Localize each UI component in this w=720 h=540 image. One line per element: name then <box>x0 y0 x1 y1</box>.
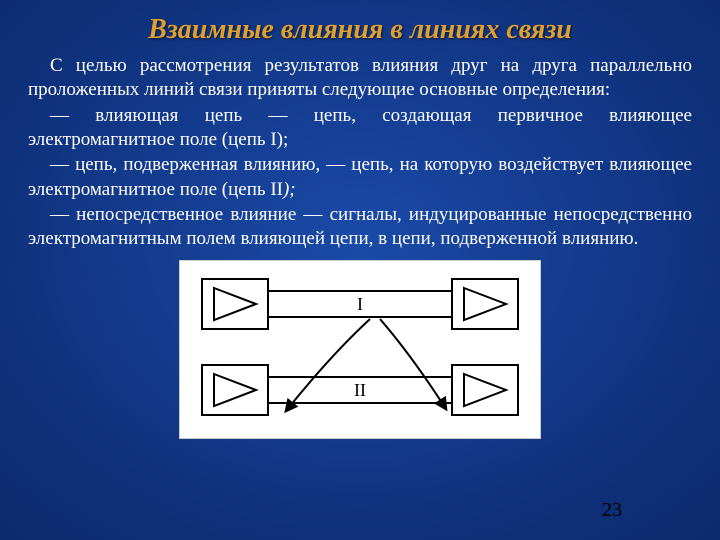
page-number: 23 <box>602 499 622 522</box>
circuit-diagram: III <box>179 260 541 439</box>
svg-text:I: I <box>357 294 363 314</box>
slide-title: Взаимные влияния в линиях связи <box>0 0 720 52</box>
paragraph-4: — непосредственное влияние — сигналы, ин… <box>28 203 692 252</box>
paragraph-3-main: — цепь, подверженная влиянию, — цепь, на… <box>28 154 692 199</box>
paragraph-3-tail: ); <box>283 179 296 200</box>
paragraph-1: С целью рассмотрения результатов влияния… <box>28 54 692 103</box>
paragraph-2: — влияющая цепь — цепь, создающая первич… <box>28 104 692 153</box>
paragraph-3: — цепь, подверженная влиянию, — цепь, на… <box>28 153 692 202</box>
diagram-container: III <box>0 260 720 439</box>
svg-text:II: II <box>354 380 366 400</box>
body-text: С целью рассмотрения результатов влияния… <box>0 52 720 252</box>
